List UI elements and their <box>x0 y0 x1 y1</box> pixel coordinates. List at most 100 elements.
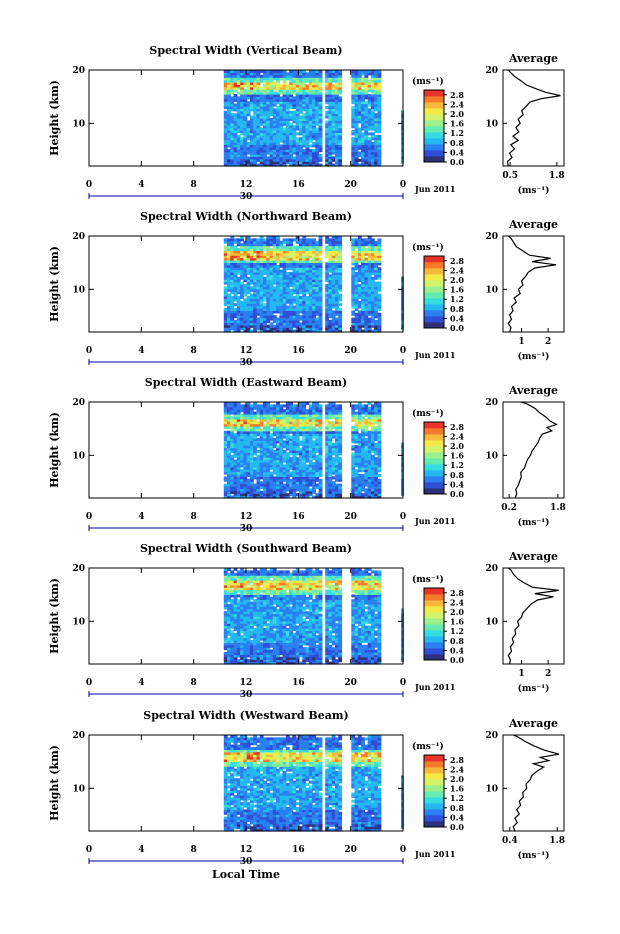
colorbar-swatch <box>424 292 444 298</box>
heatmap-cell <box>283 404 287 407</box>
colorbar-swatch <box>424 132 444 138</box>
heatmap-cell <box>338 96 342 99</box>
colorbar-unit: (ms⁻¹) <box>412 76 444 87</box>
heatmap-cell <box>309 238 313 241</box>
heatmap-cell <box>351 445 355 448</box>
heatmap-cell <box>332 443 336 446</box>
heatmap-cell <box>378 238 382 241</box>
heatmap-cell <box>364 438 368 441</box>
heatmap-cell <box>296 457 300 460</box>
heatmap-cell <box>243 284 247 287</box>
y-axis-label: Height (km) <box>48 80 61 156</box>
heatmap-cell <box>227 238 231 241</box>
average-x-tick-label: 1 <box>518 337 524 347</box>
heatmap-cell <box>250 294 254 297</box>
heatmap-cell <box>286 72 290 75</box>
heatmap-cell <box>351 310 355 313</box>
heatmap-cell <box>338 484 342 487</box>
x-tick-label: 0 <box>400 180 406 190</box>
heatmap-cell <box>378 267 382 270</box>
heatmap-cell <box>332 156 336 159</box>
heatmap-cell <box>243 298 247 301</box>
heatmap-cell <box>299 448 303 451</box>
heatmap-cell <box>355 272 359 275</box>
heatmap-cell <box>253 255 257 258</box>
colorbar-tick-label: 0.0 <box>450 323 464 333</box>
heatmap-cell <box>273 476 277 479</box>
average-title: Average <box>508 218 558 231</box>
heatmap-cell <box>283 246 287 249</box>
heatmap-cell <box>371 142 375 145</box>
heatmap-cell <box>237 135 241 138</box>
colorbar-tick-label: 2.8 <box>450 256 464 266</box>
heatmap-cell <box>230 416 234 419</box>
heatmap-cell <box>237 248 241 251</box>
colorbar-swatch <box>424 310 444 316</box>
heatmap-cell <box>286 84 290 87</box>
heatmap-cell <box>306 409 310 412</box>
heatmap-cell <box>243 241 247 244</box>
heatmap-cell <box>332 481 336 484</box>
heatmap-cell <box>299 137 303 140</box>
heatmap-cell <box>283 440 287 443</box>
heatmap-cell <box>351 106 355 109</box>
heatmap-cell <box>250 116 254 119</box>
heatmap-cell <box>227 294 231 297</box>
heatmap-cell <box>309 404 313 407</box>
x-tick-label: 0 <box>86 346 92 356</box>
x-tick-label: 0 <box>86 180 92 190</box>
heatmap-cell <box>374 241 378 244</box>
colorbar-tick-label: 2.8 <box>450 90 464 100</box>
heatmap-cell <box>240 469 244 472</box>
heatmap <box>224 236 404 333</box>
colorbar-swatch <box>424 256 444 262</box>
heatmap-cell <box>253 484 257 487</box>
heatmap-cell <box>364 488 368 491</box>
x-tick-label: 4 <box>138 346 144 356</box>
heatmap-cell <box>378 282 382 285</box>
heatmap-cell <box>237 238 241 241</box>
heatmap-cell <box>374 135 378 138</box>
heatmap-cell <box>296 137 300 140</box>
heatmap-cell <box>361 493 365 496</box>
colorbar-swatch <box>424 114 444 120</box>
heatmap-cell <box>237 96 241 99</box>
colorbar-tick-label: 1.2 <box>450 294 464 304</box>
heatmap-cell <box>378 294 382 297</box>
colorbar-tick-label: 2.0 <box>450 275 464 285</box>
heatmap-cell <box>273 438 277 441</box>
x-tick-label: 16 <box>292 180 305 190</box>
heatmap-cell <box>273 450 277 453</box>
heatmap-cell <box>309 488 313 491</box>
heatmap-cell <box>351 267 355 270</box>
colorbar-tick-label: 0.8 <box>450 304 464 314</box>
month-label: Jun 2011 <box>414 350 455 360</box>
colorbar-swatch <box>424 144 444 150</box>
heatmap <box>224 70 404 167</box>
heatmap-cell <box>332 431 336 434</box>
colorbar-swatch <box>424 126 444 132</box>
x-tick-label: 12 <box>240 346 253 356</box>
heatmap-cell <box>306 72 310 75</box>
average-profile-line <box>507 70 560 166</box>
average-x-tick-label: 2 <box>545 337 551 347</box>
x-tick-label: 0 <box>400 346 406 356</box>
heatmap-cell <box>292 156 296 159</box>
heatmap-cell <box>240 404 244 407</box>
heatmap-cell <box>260 128 264 131</box>
heatmap-cell <box>361 77 365 80</box>
heatmap-cell <box>328 274 332 277</box>
heatmap-cell <box>306 84 310 87</box>
heatmap-cell <box>273 108 277 111</box>
heatmap-cell <box>243 404 247 407</box>
heatmap-cell <box>292 125 296 128</box>
average-x-label: (ms⁻¹) <box>518 351 550 362</box>
panel-title: Spectral Width (Northward Beam) <box>140 210 352 223</box>
heatmap-cell <box>273 286 277 289</box>
heatmap-cell <box>364 238 368 241</box>
heatmap-cell <box>260 491 264 494</box>
heatmap-cell <box>276 318 280 321</box>
heatmap-cell <box>355 445 359 448</box>
colorbar-swatch <box>424 138 444 144</box>
colorbar-swatch <box>424 156 444 162</box>
